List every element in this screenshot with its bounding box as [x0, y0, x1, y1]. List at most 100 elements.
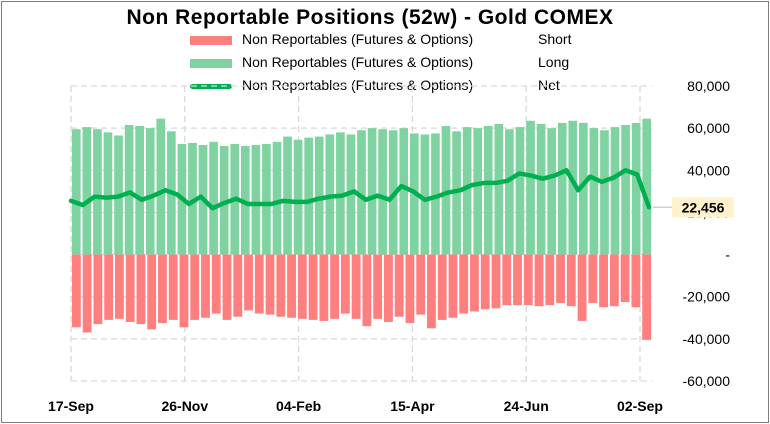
short-bar: [405, 254, 415, 324]
short-bar: [82, 254, 92, 333]
short-bar: [319, 254, 329, 321]
y-tick-label: -60,000: [683, 373, 731, 389]
long-bar: [124, 124, 134, 255]
long-bar: [494, 123, 504, 255]
short-bar: [437, 254, 447, 320]
last-value-label-group: 22,456: [653, 197, 734, 218]
x-tick-label: 26-Nov: [161, 398, 208, 414]
long-bar: [526, 120, 535, 255]
short-bar: [308, 254, 318, 320]
short-bar: [340, 254, 350, 314]
short-bar: [104, 254, 114, 320]
long-bar: [219, 146, 229, 255]
long-bar: [610, 127, 620, 255]
long-bar: [293, 139, 303, 255]
long-bar: [473, 128, 483, 255]
short-bar: [470, 254, 479, 312]
short-bar: [190, 254, 200, 320]
short-bars: [71, 254, 652, 340]
legend-suffix-short: Short: [538, 31, 572, 47]
short-bar: [179, 254, 189, 328]
short-bar: [599, 254, 608, 308]
short-bar: [222, 254, 232, 320]
long-bar: [483, 126, 493, 255]
short-bar: [265, 254, 275, 315]
long-bar: [505, 129, 514, 255]
long-bar: [431, 133, 440, 255]
long-bar: [272, 141, 282, 255]
long-bar: [156, 118, 166, 255]
long-bar: [621, 124, 630, 255]
short-bar: [244, 254, 253, 311]
chart-title: Non Reportable Positions (52w) - Gold CO…: [126, 6, 614, 29]
y-tick-label: 60,000: [687, 120, 730, 136]
short-bar: [158, 254, 167, 324]
long-bar: [304, 137, 314, 255]
short-bar: [330, 254, 340, 319]
long-bar: [145, 128, 155, 255]
short-bar: [125, 254, 135, 322]
legend-label-net: Non Reportables (Futures & Options): [242, 77, 474, 93]
short-bar: [115, 254, 124, 319]
x-tick-label: 04-Feb: [276, 398, 321, 414]
short-bar: [577, 254, 587, 321]
long-bar: [71, 129, 81, 255]
short-bar: [545, 254, 555, 306]
legend-suffix-net: Net: [538, 77, 560, 93]
short-bar: [556, 254, 565, 304]
long-bar: [209, 141, 218, 255]
legend-swatch-short: [190, 36, 232, 45]
long-bar: [367, 128, 377, 255]
net-line: [68, 168, 652, 211]
short-bar: [201, 254, 210, 318]
long-bar: [589, 128, 599, 255]
x-tick-label: 02-Sep: [617, 398, 663, 414]
short-bar: [534, 254, 544, 307]
short-bar: [168, 254, 178, 320]
long-bar: [314, 136, 324, 255]
long-bar: [240, 146, 250, 255]
y-tick-label: 40,000: [687, 162, 730, 178]
y-tick-label: -40,000: [683, 331, 731, 347]
short-bar: [93, 254, 103, 325]
long-bar: [188, 142, 197, 255]
short-bar: [383, 254, 393, 322]
long-bar: [600, 130, 609, 255]
long-bar: [441, 126, 451, 255]
legend-suffix-long: Long: [538, 54, 570, 70]
long-bar: [135, 126, 144, 255]
long-bar: [536, 123, 546, 255]
long-bar: [642, 118, 652, 255]
short-bar: [287, 254, 296, 318]
short-bar: [491, 254, 501, 309]
short-bar: [513, 254, 522, 306]
legend-swatch-long: [190, 59, 232, 68]
long-bar: [515, 127, 525, 255]
short-bar: [609, 254, 619, 307]
short-bar: [566, 254, 576, 307]
short-bar: [136, 254, 146, 325]
short-bar: [233, 254, 243, 317]
long-bar: [420, 134, 430, 255]
short-bar: [588, 254, 598, 304]
short-bar: [502, 254, 512, 306]
y-axis-ticks: -60,000-40,000-20,000-20,00040,00060,000…: [683, 78, 731, 389]
short-bar: [523, 254, 533, 306]
short-bar: [631, 254, 641, 308]
net-line-group: [68, 168, 652, 211]
short-bar: [416, 254, 426, 315]
long-bar: [82, 127, 92, 255]
x-tick-label: 17-Sep: [48, 398, 94, 414]
long-bar: [336, 132, 345, 255]
legend-label-long: Non Reportables (Futures & Options): [242, 54, 474, 70]
short-bar: [362, 254, 372, 327]
value-label-box: [672, 197, 734, 218]
long-bar: [283, 136, 292, 255]
y-tick-label: -: [725, 247, 730, 263]
last-value-label: 22,456: [682, 199, 725, 215]
y-tick-label: -20,000: [683, 289, 731, 305]
long-bar: [251, 145, 261, 255]
long-bar: [579, 122, 588, 255]
x-axis-ticks: 17-Sep 26-Nov 04-Feb 15-Apr 24-Jun 02-Sep: [48, 398, 663, 414]
